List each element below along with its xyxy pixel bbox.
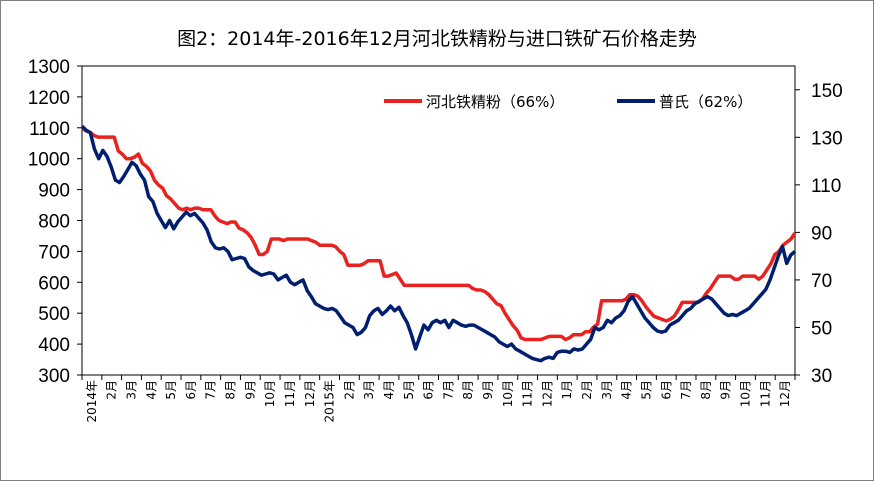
plot-area [81, 65, 796, 376]
x-tick-label: 12月 [778, 380, 792, 407]
x-tick-label: 9月 [243, 380, 257, 400]
y-right-tick-label: 50 [811, 318, 832, 339]
x-tick-label: 4月 [144, 380, 158, 400]
x-tick-label: 3月 [600, 380, 614, 400]
y-left-tick-label: 1300 [28, 57, 70, 78]
x-tick-label: 5月 [402, 380, 416, 400]
x-tick-label: 2月 [580, 380, 594, 400]
x-tick-label: 7月 [679, 380, 693, 400]
y-left-tick-label: 500 [38, 304, 70, 325]
x-tick-label: 2015年 [323, 380, 337, 423]
x-tick-label: 6月 [184, 380, 198, 400]
x-tick-label: 8月 [224, 380, 238, 400]
y-right-tick-label: 70 [811, 271, 832, 292]
y-right-tick-label: 30 [811, 366, 832, 387]
y-left-tick-label: 400 [38, 335, 70, 356]
y-left-tick-label: 800 [38, 212, 70, 233]
x-tick-label: 12月 [540, 380, 554, 407]
y-left-tick-label: 900 [38, 181, 70, 202]
series-line-2 [80, 124, 797, 363]
x-tick-label: 10月 [501, 380, 515, 407]
x-tick-label: 8月 [699, 380, 713, 400]
x-tick-label: 12月 [303, 380, 317, 407]
y-left-tick-label: 600 [38, 273, 70, 294]
y-right-tick-label: 130 [811, 128, 843, 149]
legend-label-1: 河北铁精粉（66%） [426, 93, 564, 111]
y-left-tick-label: 1000 [28, 150, 70, 171]
y-left-tick-label: 700 [38, 242, 70, 263]
y-right-tick-label: 110 [811, 176, 841, 197]
y-left-tick-label: 1200 [28, 88, 70, 109]
y-left-tick-label: 300 [38, 366, 70, 387]
x-tick-label: 2月 [105, 380, 119, 400]
x-tick-label: 4月 [620, 380, 634, 400]
series-line-1 [80, 126, 797, 342]
x-tick-label: 6月 [422, 380, 436, 400]
x-tick-label: 10月 [263, 380, 277, 407]
legend-label-2: 普氏（62%） [659, 93, 752, 111]
y-right-tick-label: 150 [811, 81, 843, 102]
y-left-tick-label: 1100 [29, 119, 70, 140]
x-tick-label: 3月 [125, 380, 139, 400]
x-tick-label: 1月 [560, 380, 574, 400]
y-right-tick-label: 90 [811, 223, 832, 244]
x-tick-label: 6月 [659, 380, 673, 400]
x-tick-label: 5月 [164, 380, 178, 400]
x-tick-label: 2月 [342, 380, 356, 400]
chart-title: 图2：2014年-2016年12月河北铁精粉与进口铁矿石价格走势 [177, 28, 697, 50]
x-tick-label: 9月 [719, 380, 733, 400]
x-tick-label: 7月 [204, 380, 218, 400]
x-tick-label: 9月 [481, 380, 495, 400]
x-tick-label: 10月 [738, 380, 752, 407]
x-tick-label: 5月 [639, 380, 653, 400]
x-tick-label: 8月 [461, 380, 475, 400]
x-tick-label: 2014年 [85, 380, 99, 423]
x-tick-label: 7月 [441, 380, 455, 400]
x-tick-label: 4月 [382, 380, 396, 400]
x-tick-label: 11月 [758, 380, 772, 407]
x-tick-label: 11月 [283, 380, 297, 407]
x-tick-label: 3月 [362, 380, 376, 400]
x-tick-label: 11月 [521, 380, 535, 407]
